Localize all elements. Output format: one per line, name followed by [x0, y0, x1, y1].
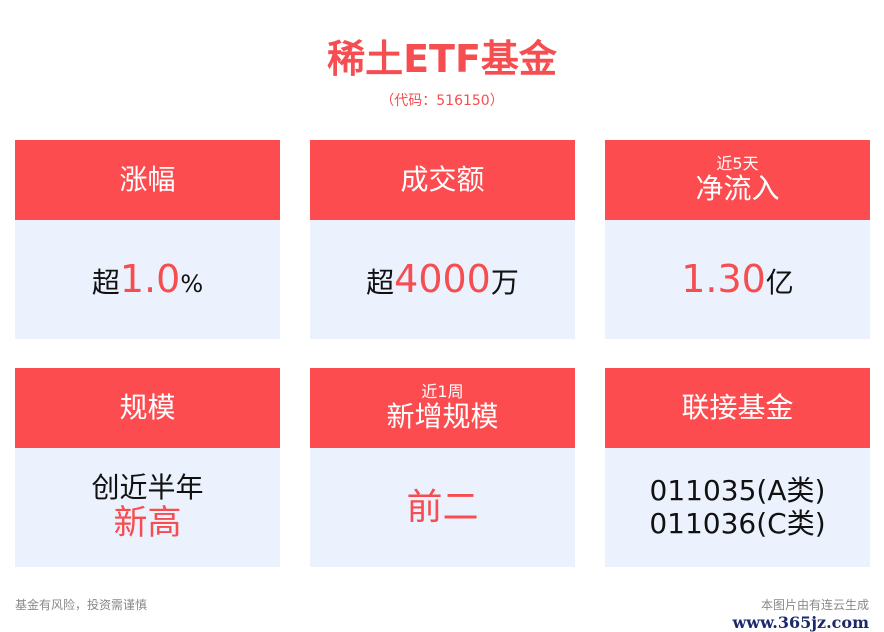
card-subheader: 近1周 — [421, 381, 464, 401]
fund-c: 011036(C类) — [649, 506, 826, 540]
value: 前二 — [406, 486, 479, 528]
card-new-scale: 近1周 新增规模 前二 — [310, 368, 575, 567]
card-linked-fund: 联接基金 011035(A类) 011036(C类) — [605, 368, 870, 567]
card-scale: 规模 创近半年 新高 — [15, 368, 280, 567]
value-line2: 新高 — [113, 503, 182, 544]
card-header: 规模 — [119, 390, 176, 424]
credit: 本图片由有连云生成 www.365jz.com — [733, 596, 869, 632]
disclaimer: 基金有风险，投资需谨慎 — [15, 598, 148, 612]
card-inflow: 近5天 净流入 1.30亿 — [605, 140, 870, 339]
unit: % — [180, 269, 204, 298]
card-header: 净流入 — [695, 172, 780, 206]
unit: 亿 — [765, 265, 794, 299]
value: 4000 — [394, 256, 491, 301]
card-volume: 成交额 超4000万 — [310, 140, 575, 339]
value: 1.30 — [681, 256, 766, 301]
card-header: 新增规模 — [386, 400, 499, 434]
value-line1: 创近半年 — [91, 470, 204, 504]
credit-text: 本图片由有连云生成 — [760, 598, 869, 612]
card-change: 涨幅 超1.0% — [15, 140, 280, 339]
unit: 万 — [490, 265, 519, 299]
card-header: 联接基金 — [681, 390, 794, 424]
prefix: 超 — [91, 265, 120, 299]
value: 1.0 — [119, 256, 181, 301]
card-header: 成交额 — [400, 162, 485, 196]
page-title: 稀土ETF基金 — [327, 37, 557, 81]
card-subheader: 近5天 — [716, 153, 759, 173]
watermark: www.365jz.com — [732, 613, 869, 632]
card-header: 涨幅 — [119, 162, 176, 196]
prefix: 超 — [366, 265, 395, 299]
fund-code: （代码：516150） — [380, 93, 504, 109]
fund-a: 011035(A类) — [649, 474, 826, 508]
